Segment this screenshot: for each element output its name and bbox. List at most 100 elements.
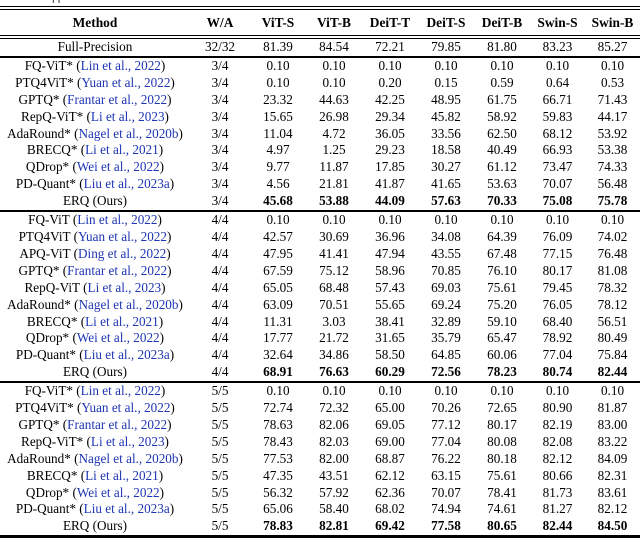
- citation-link[interactable]: Li et al., 2023: [90, 433, 165, 449]
- value-cell: 70.26: [431, 400, 461, 416]
- value-cell: 76.22: [431, 450, 461, 466]
- value-cell: 44.63: [319, 91, 349, 107]
- value-cell: 63.09: [263, 296, 293, 312]
- citation-link[interactable]: Wei et al., 2022: [76, 159, 160, 175]
- value-cell: 65.47: [487, 330, 517, 346]
- wa-cell: 4/4: [211, 279, 229, 295]
- citation-link[interactable]: Yuan et al., 2022: [81, 74, 171, 90]
- citation-link[interactable]: Li et al., 2021: [85, 467, 159, 483]
- method-cell: PD-Quant* (Liu et al., 2023a): [15, 501, 175, 517]
- value-cell: 41.65: [431, 176, 461, 192]
- value-cell: 40.49: [487, 142, 517, 158]
- value-cell: 84.54: [319, 39, 349, 54]
- citation-link[interactable]: Li et al., 2021: [85, 313, 159, 329]
- value-cell: 56.48: [597, 176, 628, 192]
- method-cell: QDrop* (Wei et al., 2022): [25, 330, 165, 346]
- citation-link[interactable]: Yuan et al., 2022: [78, 228, 167, 244]
- value-cell: 0.10: [266, 383, 290, 399]
- citation-link[interactable]: Yuan et al., 2022: [81, 400, 171, 416]
- value-cell: 47.35: [263, 467, 293, 483]
- citation-link[interactable]: Frantar et al., 2022: [67, 91, 168, 107]
- value-cell: 74.02: [597, 228, 628, 244]
- wa-cell: 5/5: [211, 501, 229, 517]
- value-cell: 81.80: [487, 39, 517, 54]
- citation-link[interactable]: Wei et al., 2022: [76, 330, 160, 346]
- wa-cell: 4/4: [211, 347, 229, 363]
- citation-link[interactable]: Liu et al., 2023a: [83, 501, 170, 517]
- value-cell: 62.12: [375, 467, 405, 483]
- table-row: AdaRound* (Nagel et al., 2020b) 3/4 11.04 4…: [0, 126, 640, 143]
- value-cell: 77.04: [542, 347, 573, 363]
- citation-link[interactable]: Frantar et al., 2022: [67, 416, 168, 432]
- value-cell: 3.03: [322, 313, 346, 329]
- value-cell: 45.82: [431, 108, 461, 124]
- value-cell: 38.41: [375, 313, 405, 329]
- value-cell: 75.61: [487, 279, 517, 295]
- citation-link[interactable]: Li et al., 2023: [87, 279, 162, 295]
- value-cell: 4.97: [266, 142, 290, 158]
- citation-link[interactable]: Frantar et al., 2022: [67, 262, 168, 278]
- citation-link[interactable]: Wei et al., 2022: [76, 484, 160, 500]
- value-cell: 0.10: [322, 383, 346, 399]
- value-cell: 17.85: [375, 159, 405, 175]
- value-cell: 78.63: [263, 416, 293, 432]
- method-cell: AdaRound* (Nagel et al., 2020b): [7, 125, 183, 141]
- citation-link[interactable]: Lin et al., 2022: [80, 383, 161, 399]
- value-cell: 70.07: [431, 484, 461, 500]
- value-cell: 77.04: [431, 433, 461, 449]
- wa-cell: 5/5: [211, 518, 229, 534]
- wa-cell: 3/4: [211, 125, 229, 141]
- value-cell: 23.32: [263, 91, 293, 107]
- value-cell: 70.07: [542, 176, 573, 192]
- value-cell: 34.08: [431, 228, 461, 244]
- citation-link[interactable]: Nagel et al., 2020b: [78, 296, 179, 312]
- value-cell: 78.41: [487, 484, 517, 500]
- value-cell: 77.53: [263, 450, 293, 466]
- citation-link[interactable]: Liu et al., 2023a: [83, 176, 170, 192]
- citation-link[interactable]: Nagel et al., 2020b: [78, 125, 179, 141]
- value-cell: 78.43: [263, 433, 293, 449]
- value-cell: 68.48: [319, 279, 349, 295]
- value-cell: 77.58: [431, 518, 461, 534]
- value-cell: 4.72: [322, 125, 346, 141]
- table-row: ERQ (Ours) 3/4 45.68 53.88 44.09 57.63 70.33 75…: [0, 193, 640, 211]
- value-cell: 65.06: [263, 501, 293, 517]
- table-row: FQ-ViT (Lin et al., 2022) 4/4 0.10 0.10 0.10…: [0, 211, 640, 229]
- table-row: PTQ4ViT* (Yuan et al., 2022) 5/5 72.74 72.3…: [0, 400, 640, 417]
- citation-link[interactable]: Li et al., 2021: [85, 142, 159, 158]
- value-cell: 30.27: [431, 159, 461, 175]
- citation-link[interactable]: Liu et al., 2023a: [83, 347, 170, 363]
- value-cell: 0.10: [378, 383, 402, 399]
- value-cell: 75.20: [487, 296, 517, 312]
- value-cell: 58.92: [487, 108, 517, 124]
- citation-link[interactable]: Lin et al., 2022: [80, 57, 161, 73]
- table-row: BRECQ* (Li et al., 2021) 3/4 4.97 1.25 29.23…: [0, 142, 640, 159]
- value-cell: 0.10: [378, 212, 402, 228]
- value-cell: 80.17: [542, 262, 573, 278]
- value-cell: 75.78: [597, 193, 628, 209]
- table-row: PTQ4ViT (Yuan et al., 2022) 4/4 42.57 30.69…: [0, 229, 640, 246]
- value-cell: 64.39: [487, 228, 517, 244]
- wa-cell: 5/5: [211, 433, 229, 449]
- value-cell: 26.98: [319, 108, 349, 124]
- citation-link[interactable]: Nagel et al., 2020b: [78, 450, 179, 466]
- value-cell: 11.31: [263, 313, 293, 329]
- value-cell: 47.95: [263, 245, 293, 261]
- method-cell: GPTQ* (Frantar et al., 2022): [18, 262, 172, 278]
- group-w4a4: FQ-ViT (Lin et al., 2022) 4/4 0.10 0.10 0.10…: [0, 211, 640, 382]
- value-cell: 0.59: [490, 74, 514, 90]
- value-cell: 0.15: [434, 74, 458, 90]
- citation-link[interactable]: Ding et al., 2022: [78, 245, 167, 261]
- value-cell: 83.23: [542, 39, 573, 54]
- value-cell: 70.51: [319, 296, 349, 312]
- value-cell: 75.12: [319, 262, 349, 278]
- method-cell: FQ-ViT (Lin et al., 2022): [28, 212, 162, 228]
- method-cell: AdaRound* (Nagel et al., 2020b): [7, 296, 183, 312]
- wa-cell: 3/4: [211, 57, 229, 73]
- value-cell: 72.65: [487, 400, 517, 416]
- header-deit-t: DeiT-T: [369, 15, 411, 30]
- value-cell: 34.86: [319, 347, 349, 363]
- citation-link[interactable]: Li et al., 2023: [90, 108, 165, 124]
- value-cell: 84.50: [597, 518, 628, 534]
- citation-link[interactable]: Lin et al., 2022: [77, 212, 158, 228]
